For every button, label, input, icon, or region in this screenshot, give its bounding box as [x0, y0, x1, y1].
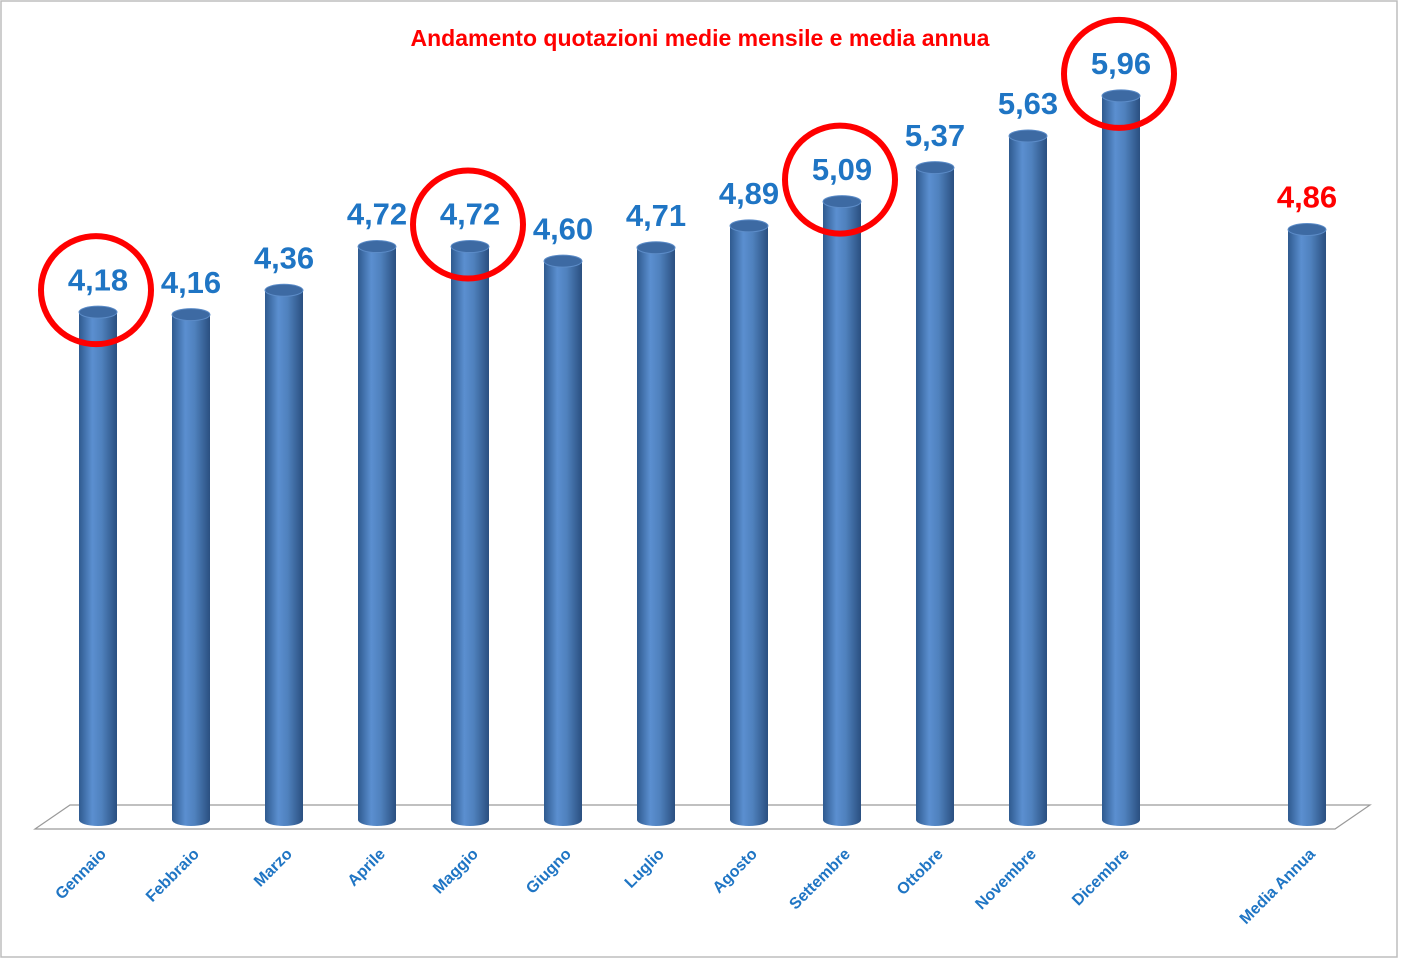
bar-cap — [450, 240, 490, 254]
value-label: 4,89 — [719, 176, 779, 211]
bar-cap — [915, 161, 955, 175]
bar — [916, 161, 954, 826]
value-label: 4,60 — [533, 211, 593, 246]
value-label: 4,72 — [347, 197, 407, 232]
value-label: 5,63 — [998, 86, 1058, 121]
bar — [544, 255, 582, 827]
floor — [33, 804, 1372, 830]
bar-cap — [264, 283, 304, 297]
chart-title: Andamento quotazioni medie mensile e med… — [411, 25, 990, 51]
bar-cap — [78, 305, 118, 319]
bar-cap — [171, 308, 211, 322]
bar-cap — [729, 219, 769, 233]
value-label: 4,36 — [254, 240, 314, 275]
value-label: 4,16 — [161, 265, 221, 300]
bar — [1288, 223, 1326, 827]
value-label: 4,71 — [626, 198, 686, 233]
highlight-circle — [1061, 16, 1177, 131]
bar — [79, 306, 117, 826]
highlight-circle — [38, 233, 154, 348]
bar — [730, 219, 768, 826]
bar — [637, 241, 675, 826]
value-label: 4,18 — [68, 262, 128, 297]
bar — [823, 195, 861, 826]
bar — [1009, 129, 1047, 826]
bar — [172, 308, 210, 826]
bar-cap — [1008, 129, 1048, 143]
bar — [265, 284, 303, 826]
bar-cap — [357, 240, 397, 254]
bar-cap — [636, 241, 676, 255]
value-label: 4,72 — [440, 197, 500, 232]
bar-cap — [1287, 223, 1327, 237]
bar — [451, 240, 489, 826]
bar-cap — [1101, 89, 1141, 103]
bar-cap — [822, 195, 862, 209]
value-label: 5,37 — [905, 118, 965, 153]
bar-cap — [543, 254, 583, 268]
bar — [1102, 89, 1140, 826]
highlight-circle — [782, 122, 898, 237]
highlight-circle — [410, 167, 526, 282]
value-label: 4,86 — [1277, 180, 1337, 215]
bar — [358, 240, 396, 826]
value-label: 5,09 — [812, 152, 872, 187]
value-label: 5,96 — [1091, 46, 1151, 81]
